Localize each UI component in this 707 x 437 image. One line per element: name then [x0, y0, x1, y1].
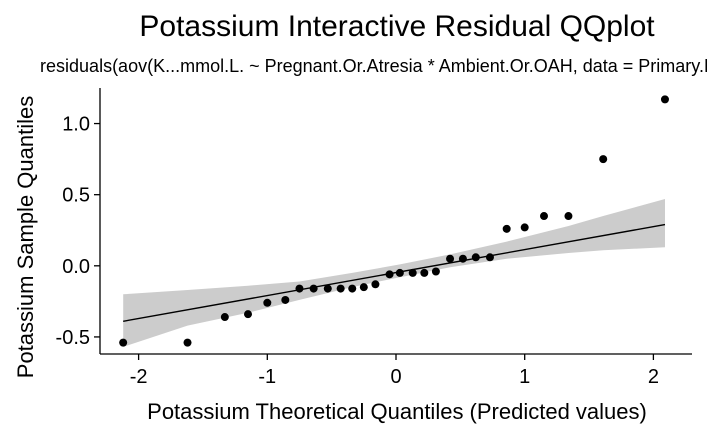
data-point [420, 268, 429, 277]
data-point [599, 155, 608, 164]
data-point [244, 310, 252, 319]
data-point [395, 268, 404, 277]
reference-line [123, 223, 666, 322]
data-point [446, 254, 455, 263]
data-point [183, 338, 192, 347]
x-tick-label: -2 [130, 366, 148, 388]
data-point [408, 268, 417, 277]
data-point [119, 338, 128, 347]
data-point [309, 284, 318, 293]
chart-title: Potassium Interactive Residual QQplot [139, 10, 655, 43]
x-tick-label: 1 [519, 366, 530, 388]
x-tick-label: 0 [390, 366, 401, 388]
x-axis-label: Potassium Theoretical Quantiles (Predict… [147, 399, 647, 424]
x-tick-label: -1 [258, 366, 276, 388]
data-point [336, 284, 345, 293]
chart-subtitle: residuals(aov(K...mmol.L. ~ Pregnant.Or.… [40, 56, 707, 76]
points-layer [119, 95, 669, 347]
x-axis-ticks: -2 -1 0 1 2 [130, 354, 659, 388]
data-point [431, 267, 440, 276]
y-axis-ticks: -0.5 0.0 0.5 1.0 [56, 114, 100, 349]
data-point [385, 270, 394, 279]
data-point [281, 295, 290, 304]
y-tick-label: -0.5 [56, 327, 90, 349]
data-point [471, 253, 480, 262]
data-point [564, 212, 573, 221]
data-point [263, 298, 272, 307]
reference-line-layer [123, 223, 666, 322]
data-point [359, 283, 368, 292]
y-tick-label: 0.5 [62, 185, 90, 207]
data-point [458, 254, 467, 263]
y-tick-label: 0.0 [62, 256, 90, 278]
data-point [295, 284, 304, 293]
y-axis-label: Potassium Sample Quantiles [13, 96, 38, 378]
x-tick-label: 2 [648, 366, 659, 388]
data-point [520, 223, 529, 232]
data-point [540, 212, 548, 221]
data-point [660, 95, 669, 104]
data-point [485, 253, 494, 262]
data-point [220, 313, 229, 322]
data-point [348, 284, 357, 293]
data-point [323, 284, 332, 293]
data-point [502, 224, 511, 233]
data-point [371, 280, 380, 289]
y-tick-label: 1.0 [62, 114, 90, 136]
